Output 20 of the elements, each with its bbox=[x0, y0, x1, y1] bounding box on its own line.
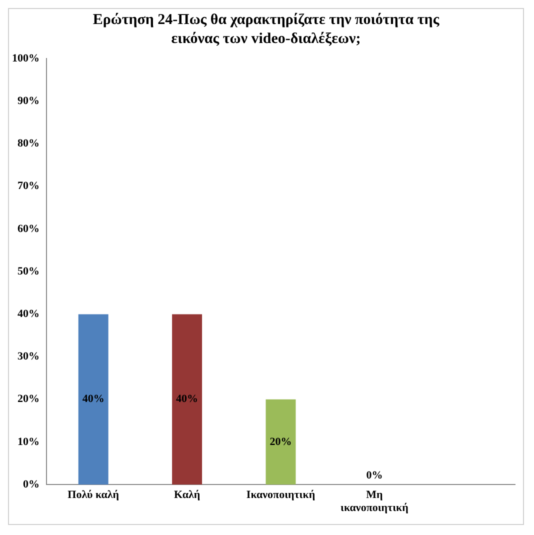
y-tick-label: 80% bbox=[18, 138, 40, 150]
x-tick-label: Μη ικανοποιητική bbox=[340, 489, 408, 514]
y-tick-label: 20% bbox=[18, 393, 40, 406]
y-tick-label: 70% bbox=[18, 180, 40, 192]
y-tick-label: 10% bbox=[18, 436, 40, 448]
y-tick-label: 30% bbox=[18, 350, 40, 363]
chart-title: Ερώτηση 24-Πως θα χαρακτηρίζατε την ποιότητα της εικόνας των video-διαλέξεων; bbox=[92, 11, 440, 49]
y-tick-label: 50% bbox=[18, 265, 40, 278]
data-label: 0% bbox=[366, 469, 383, 482]
data-label: 40% bbox=[176, 393, 198, 406]
y-tick-label: 60% bbox=[18, 222, 40, 235]
x-tick-label: Πολύ καλή bbox=[68, 489, 120, 502]
x-tick-label: Ικανοποιητική bbox=[246, 489, 316, 502]
data-label: 40% bbox=[82, 393, 104, 406]
y-tick-label: 0% bbox=[23, 478, 40, 490]
y-tick-label: 90% bbox=[18, 95, 40, 108]
x-tick-label: Καλή bbox=[174, 489, 200, 502]
y-tick-label: 40% bbox=[18, 308, 40, 320]
y-tick-label: 100% bbox=[12, 52, 40, 64]
data-label: 20% bbox=[270, 436, 292, 448]
